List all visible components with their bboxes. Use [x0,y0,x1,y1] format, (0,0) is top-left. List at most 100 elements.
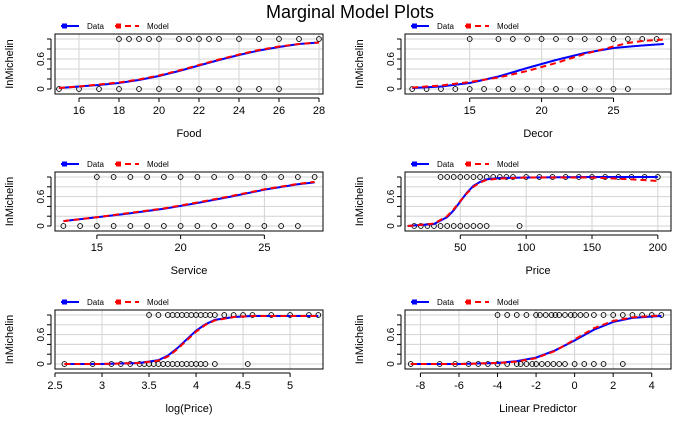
data-point [196,36,202,42]
data-point [483,223,490,229]
x-tick-label: 100 [517,242,535,254]
data-point [610,86,617,92]
data-point [156,36,162,42]
data-point [524,36,531,42]
data-point [444,223,450,229]
x-tick-label: 4 [193,380,199,392]
x-axis-title: Linear Predictor [499,403,577,415]
data-series-line [64,315,319,365]
data-point [529,361,536,367]
data-point [156,86,162,92]
data-point [452,86,459,92]
data-point [206,36,212,42]
data-point [126,36,132,42]
panel-6: -8 -6 -4 -2 0 2 4 0 0.6 Linear Predictor InMicheli… [354,298,672,415]
y-tick-label: 0.6 [36,327,47,341]
data-series-line [63,181,315,223]
legend-model-label: Model [147,160,169,169]
x-tick-label: 16 [73,105,85,117]
y-axis-title: InMichelin [354,177,366,227]
data-point [216,36,222,42]
x-tick-label: 3 [99,380,105,392]
data-point [278,223,284,229]
legend-data-label: Data [87,298,104,307]
data-point [244,223,251,229]
data-point [504,312,511,318]
data-point [596,86,602,92]
data-point [556,361,563,367]
data-point [494,312,501,318]
data-point [177,174,184,180]
data-point [533,312,539,318]
data-point [542,312,549,318]
data-point [477,174,483,180]
data-point [625,86,631,92]
y-tick-label: 0.6 [36,189,47,203]
data-point [457,174,464,180]
data-point [196,86,202,92]
model-series-line [412,38,664,89]
data-point [177,223,184,229]
data-point [495,36,502,42]
legend-data-marker [412,161,417,167]
data-point [236,86,242,92]
data-point [261,174,268,180]
data-point [537,312,543,318]
legend-model-label: Model [497,298,519,307]
data-point [212,312,218,318]
data-point [464,223,470,229]
x-tick-label: 3.5 [141,380,156,392]
x-tick-label: 15 [91,242,103,254]
data-point [567,36,574,42]
data-point [94,174,100,180]
data-point [539,361,545,367]
data-point [567,86,574,92]
data-point [625,36,631,42]
x-tick-label: 26 [273,105,285,117]
data-point [176,86,182,92]
chart-title: Marginal Model Plots [266,2,434,22]
legend-data-marker [62,161,67,167]
data-point [276,86,282,92]
data-point [202,361,209,367]
data-point [581,361,588,367]
data-point [610,36,617,42]
panel-3: 15 20 25 0 0.6 Service InMichelin Data Model [4,160,324,277]
data-point [523,312,530,318]
data-point [216,86,222,92]
x-tick-label: 2.5 [47,380,62,392]
x-tick-label: -6 [454,380,464,392]
y-tick-label: 0 [386,361,397,367]
data-point [176,36,182,42]
x-tick-label: 50 [454,242,466,254]
plot-frame [404,171,672,232]
legend-model-marker [466,161,471,167]
data-point [316,36,322,42]
data-point [556,312,563,318]
legend-model-marker [116,299,121,305]
legend-data-label: Data [437,22,454,31]
data-point [553,36,559,42]
y-tick-label: 0.6 [36,52,47,66]
data-point [538,86,545,92]
y-tick-label: 0.6 [386,52,397,66]
x-tick-label: -4 [493,380,503,392]
plot-frame [54,309,324,370]
y-axis-title: InMichelin [4,315,16,365]
data-point [450,174,457,180]
data-point [221,312,228,318]
data-point [116,86,122,92]
data-point [509,86,516,92]
x-tick-label: 18 [113,105,125,117]
data-point [437,174,444,180]
data-point [533,361,539,367]
data-point [600,361,607,367]
x-tick-label: 20 [175,242,187,254]
legend-data-label: Data [87,22,104,31]
data-point [619,361,626,367]
data-point [276,36,282,42]
legend-data-marker [62,23,67,29]
data-point [517,361,524,367]
data-point [516,223,523,229]
data-point [110,174,117,180]
